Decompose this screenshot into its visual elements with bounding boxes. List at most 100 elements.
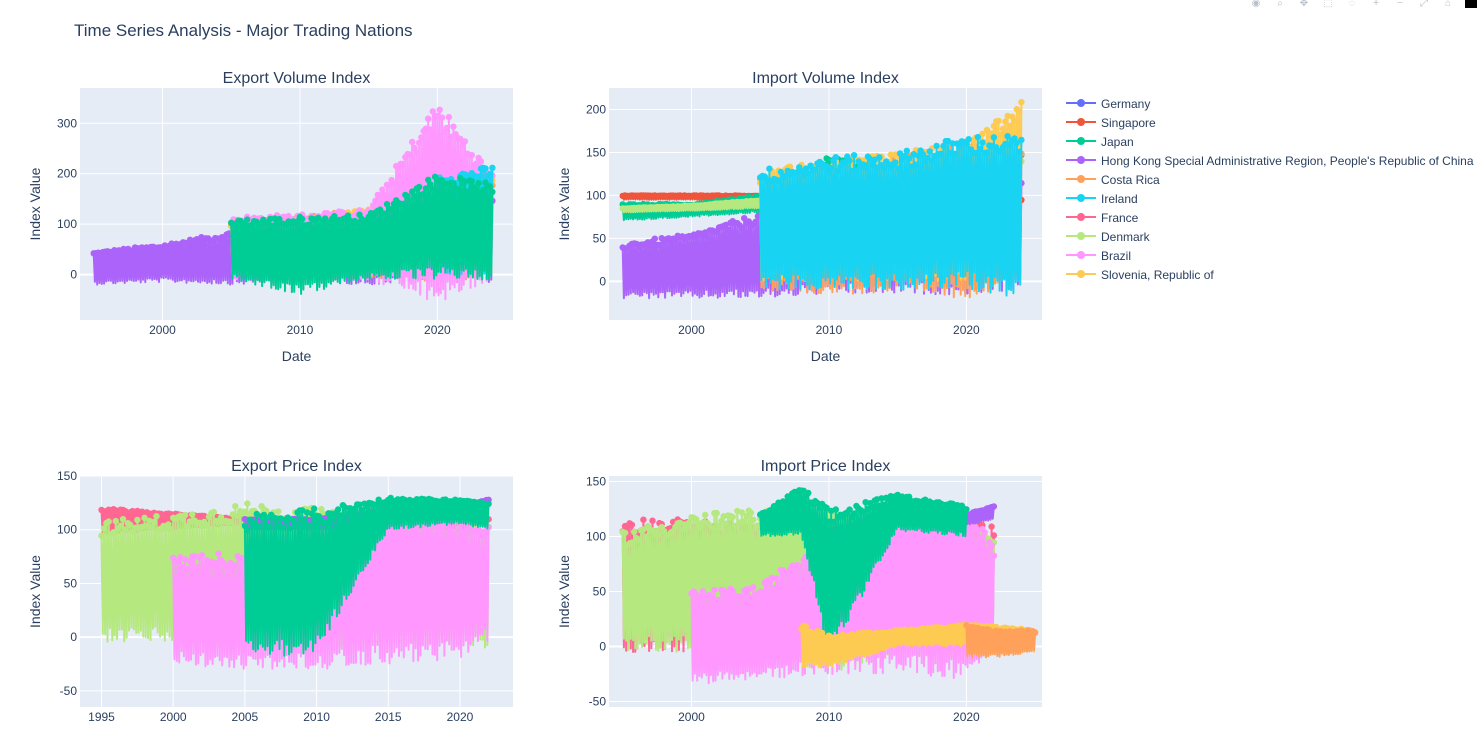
data-point xyxy=(105,518,112,525)
data-point xyxy=(983,149,991,156)
x-tick-label: 2010 xyxy=(287,323,314,337)
y-tick-label: 100 xyxy=(586,188,606,202)
x-tick-label: 2015 xyxy=(375,710,402,724)
box-select-icon[interactable]: ⬚ xyxy=(1323,0,1333,8)
data-point xyxy=(912,161,920,168)
series-japan[interactable] xyxy=(241,494,492,657)
legend-item-japan[interactable]: Japan xyxy=(1066,132,1474,151)
data-point xyxy=(855,158,862,165)
series-costa-rica[interactable] xyxy=(963,622,1039,659)
data-point xyxy=(832,154,839,161)
series-japan[interactable] xyxy=(757,487,970,651)
data-point xyxy=(628,539,636,546)
data-point xyxy=(381,192,388,199)
y-tick-label: 50 xyxy=(593,585,607,599)
data-point xyxy=(775,177,782,184)
legend-item-brazil[interactable]: Brazil xyxy=(1066,246,1474,265)
data-point xyxy=(299,215,306,223)
data-point xyxy=(436,106,443,114)
data-point xyxy=(1031,629,1039,636)
data-point xyxy=(301,517,308,524)
zoom-in-icon[interactable]: + xyxy=(1373,0,1379,8)
legend-item-denmark[interactable]: Denmark xyxy=(1066,227,1474,246)
data-point xyxy=(738,594,746,601)
legend-label: Germany xyxy=(1101,96,1151,111)
home-icon[interactable]: ⌂ xyxy=(1444,0,1452,8)
data-point xyxy=(186,558,194,565)
data-point xyxy=(184,523,191,530)
data-point xyxy=(189,511,196,518)
data-point xyxy=(782,498,789,505)
data-point xyxy=(928,157,936,164)
data-point xyxy=(702,511,709,519)
x-tick-label: 2000 xyxy=(678,710,705,724)
camera-icon[interactable]: ◉ xyxy=(1251,0,1261,8)
legend-item-singapore[interactable]: Singapore xyxy=(1066,113,1474,132)
data-point xyxy=(759,589,766,596)
data-point xyxy=(724,226,732,233)
data-point xyxy=(344,212,352,219)
data-point xyxy=(415,139,423,146)
data-point xyxy=(326,221,333,228)
legend-item-germany[interactable]: Germany xyxy=(1066,94,1474,113)
autoscale-icon[interactable]: ⤢ xyxy=(1420,0,1428,8)
data-point xyxy=(256,522,263,530)
series-slovenia-republic-of[interactable] xyxy=(798,621,1039,669)
data-point xyxy=(186,518,194,525)
data-point xyxy=(153,513,160,520)
data-point xyxy=(990,532,998,539)
data-point xyxy=(100,525,108,532)
data-point xyxy=(988,542,995,549)
data-point xyxy=(713,509,720,517)
data-point xyxy=(979,130,986,138)
data-point xyxy=(383,200,391,208)
series-ireland[interactable] xyxy=(757,133,1025,297)
legend-label: Denmark xyxy=(1101,229,1150,244)
data-point xyxy=(773,575,780,582)
data-point xyxy=(422,185,430,192)
data-point xyxy=(708,524,716,532)
legend-label: France xyxy=(1101,210,1139,225)
data-point xyxy=(117,522,124,529)
data-point xyxy=(919,150,927,158)
data-point xyxy=(388,205,395,213)
pan-icon[interactable]: ✥ xyxy=(1299,0,1309,8)
data-point xyxy=(263,514,270,521)
y-tick-label: 0 xyxy=(70,268,77,282)
data-point xyxy=(311,505,318,512)
data-point xyxy=(621,529,629,536)
data-point xyxy=(683,524,691,531)
lasso-icon[interactable]: ◌ xyxy=(1349,0,1355,8)
y-axis-title: Index Value xyxy=(27,167,43,240)
data-point xyxy=(337,512,344,519)
data-point xyxy=(990,503,998,510)
x-tick-label: 2000 xyxy=(149,323,176,337)
data-point xyxy=(983,545,991,552)
data-point xyxy=(651,235,658,242)
data-point xyxy=(656,241,663,249)
zoom-icon[interactable]: ⌕ xyxy=(1277,0,1283,8)
data-point xyxy=(1018,98,1025,106)
legend-item-costa-rica[interactable]: Costa Rica xyxy=(1066,170,1474,189)
data-point xyxy=(232,503,239,510)
data-point xyxy=(381,210,388,217)
zoom-out-icon[interactable]: − xyxy=(1397,0,1403,8)
series-japan[interactable] xyxy=(228,173,496,295)
data-point xyxy=(711,586,718,594)
data-point xyxy=(697,525,704,532)
data-point xyxy=(832,506,839,513)
legend-item-france[interactable]: France xyxy=(1066,208,1474,227)
x-axis-title: Date xyxy=(282,348,312,364)
subplot-title: Export Price Index xyxy=(231,458,362,475)
legend-item-slovenia-republic-of[interactable]: Slovenia, Republic of xyxy=(1066,265,1474,284)
data-point xyxy=(327,510,335,517)
legend-item-ireland[interactable]: Ireland xyxy=(1066,189,1474,208)
legend-item-hong-kong-special-administrative-region-people-s-republic-of-china[interactable]: Hong Kong Special Administrative Region,… xyxy=(1066,151,1474,170)
y-axis-title: Index Value xyxy=(556,167,572,240)
data-point xyxy=(699,588,707,595)
data-point xyxy=(461,138,469,145)
data-point xyxy=(644,522,652,530)
plotly-logo-icon[interactable] xyxy=(1465,0,1477,8)
data-point xyxy=(972,149,979,157)
